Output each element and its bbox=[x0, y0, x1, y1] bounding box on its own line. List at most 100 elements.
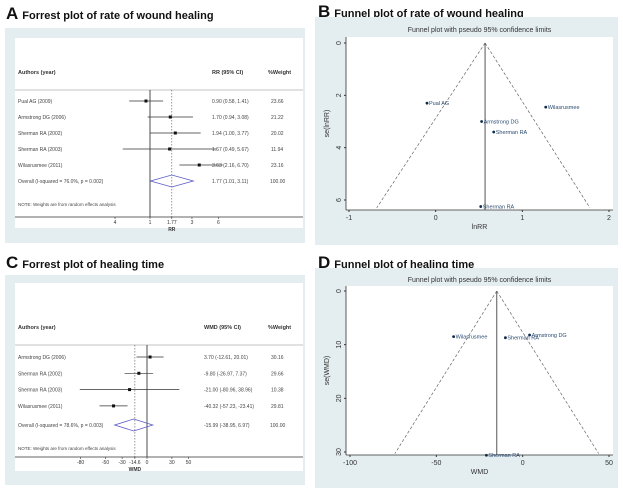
heading-text: Forrest plot of healing time bbox=[22, 259, 165, 271]
panel-c-heading: C Forrest plot of healing time bbox=[6, 253, 165, 272]
x-tick-label: 0 bbox=[146, 460, 149, 466]
point-label: Sherman RA bbox=[488, 453, 520, 459]
point-estimate bbox=[173, 131, 177, 135]
x-tick-label: -80 bbox=[77, 460, 84, 466]
x-tick-label: 1.77 bbox=[167, 220, 177, 226]
weight-value: 11.94 bbox=[271, 147, 283, 153]
study-label: Wilasrusmee (2011) bbox=[18, 163, 63, 169]
overall-label: Overall (I-squared = 76.0%, p = 0.002) bbox=[18, 179, 104, 185]
point-label: Sherman RA bbox=[496, 130, 528, 136]
overall-weight-value: 100.00 bbox=[270, 179, 286, 185]
study-point bbox=[544, 105, 548, 109]
ci-value: 0.90 (0.58, 1.41) bbox=[212, 99, 249, 105]
study-label: Armstrong DG (2006) bbox=[18, 355, 66, 361]
x-tick-label: -50 bbox=[431, 460, 441, 467]
panel-a-heading: A Forrest plot of rate of wound healing bbox=[6, 4, 214, 23]
study-label: Sherman RA (2002) bbox=[18, 371, 63, 377]
x-tick-label: 0 bbox=[434, 215, 438, 222]
study-label: Sherman RA (2003) bbox=[18, 388, 63, 394]
x-tick-label: 4 bbox=[114, 220, 117, 226]
ci-value: -21.00 (-80.96, 38.96) bbox=[204, 388, 253, 394]
column-header-effect: WMD (95% CI) bbox=[204, 325, 241, 331]
y-tick-label: 2 bbox=[336, 93, 343, 97]
point-estimate bbox=[168, 147, 172, 151]
x-tick-label: 0 bbox=[521, 460, 525, 467]
point-estimate bbox=[112, 404, 116, 408]
study-label: Sherman RA (2003) bbox=[18, 147, 63, 153]
x-tick-label: 50 bbox=[605, 460, 613, 467]
x-tick-label: 3 bbox=[191, 220, 194, 226]
x-tick-label: 2 bbox=[607, 215, 611, 222]
study-label: Armstrong DG (2006) bbox=[18, 115, 66, 121]
ci-value: 3.63 (2.16, 6.70) bbox=[212, 163, 249, 169]
ci-value: 3.70 (-12.61, 20.01) bbox=[204, 355, 248, 361]
x-tick-label: -30 bbox=[118, 460, 125, 466]
note: NOTE: Weights are from random effects an… bbox=[18, 202, 116, 207]
ci-value: -40.32 (-57.23, -23.41) bbox=[204, 404, 254, 410]
study-point bbox=[480, 120, 483, 123]
point-estimate bbox=[137, 371, 141, 375]
y-axis-label: se(WMD) bbox=[324, 356, 331, 386]
x-axis-label: WMD bbox=[129, 467, 142, 473]
study-point bbox=[485, 453, 488, 457]
column-header-effect: RR (95% CI) bbox=[212, 70, 243, 76]
x-tick-label: -14.6 bbox=[129, 460, 141, 466]
study-point bbox=[504, 336, 507, 340]
point-label: Armstrong DG bbox=[532, 333, 567, 339]
funnel-upper-limit bbox=[484, 42, 591, 209]
study-point bbox=[492, 130, 496, 134]
note: NOTE: Weights are from random effects an… bbox=[18, 446, 116, 451]
ci-value: -9.80 (-26.97, 7.37) bbox=[204, 371, 247, 377]
column-header-study: Authors (year) bbox=[18, 325, 56, 331]
x-tick-label: -50 bbox=[102, 460, 109, 466]
plot-area bbox=[346, 37, 613, 210]
study-label: Wilasrusmee (2011) bbox=[18, 404, 63, 410]
x-axis-label: WMD bbox=[471, 469, 489, 476]
x-axis-label: lnRR bbox=[472, 224, 488, 231]
column-header-weight: %Weight bbox=[268, 70, 291, 76]
point-estimate bbox=[144, 99, 148, 103]
point-label: Pual AG bbox=[429, 101, 449, 107]
funnel-lower-limit bbox=[394, 290, 498, 454]
study-point bbox=[452, 335, 455, 339]
chart-title: Funnel plot with pseudo 95% confidence l… bbox=[408, 27, 552, 34]
chart-title: Funnel plot with pseudo 95% confidence l… bbox=[408, 277, 552, 284]
heading-text: Forrest plot of rate of wound healing bbox=[22, 10, 214, 22]
funnel-upper-limit bbox=[496, 290, 599, 454]
point-label: Sherman RA bbox=[507, 336, 539, 342]
y-axis-label: se(lnRR) bbox=[324, 110, 331, 138]
y-tick-label: 6 bbox=[336, 198, 343, 202]
y-tick-label: 4 bbox=[336, 146, 343, 150]
weight-value: 29.81 bbox=[271, 404, 284, 410]
overall-ci-value: -15.99 (-38.95, 6.97) bbox=[204, 423, 250, 429]
weight-value: 29.66 bbox=[271, 371, 284, 377]
x-tick-label: 50 bbox=[186, 460, 192, 466]
overall-diamond bbox=[148, 174, 195, 188]
point-label: Armstrong DG bbox=[484, 120, 519, 126]
study-label: Sherman RA (2002) bbox=[18, 131, 63, 137]
overall-label: Overall (I-squared = 78.6%, p = 0.003) bbox=[18, 423, 104, 429]
x-tick-label: 30 bbox=[169, 460, 175, 466]
weight-value: 30.16 bbox=[271, 355, 284, 361]
point-estimate bbox=[168, 115, 172, 119]
funnel-lower-limit bbox=[376, 42, 486, 209]
x-tick-label: 6 bbox=[217, 220, 220, 226]
weight-value: 21.22 bbox=[271, 115, 284, 121]
study-point bbox=[425, 101, 429, 105]
study-point bbox=[479, 205, 483, 208]
point-label: Sherman RA bbox=[483, 205, 515, 211]
point-estimate bbox=[197, 163, 201, 167]
x-tick-label: 1 bbox=[520, 215, 524, 222]
study-label: Pual AG (2009) bbox=[18, 99, 53, 105]
ci-value: 1.67 (0.49, 5.67) bbox=[212, 147, 249, 153]
weight-value: 23.16 bbox=[271, 163, 284, 169]
overall-ci-value: 1.77 (1.01, 3.11) bbox=[212, 179, 249, 185]
weight-value: 23.66 bbox=[271, 99, 284, 105]
weight-value: 10.38 bbox=[271, 388, 284, 394]
column-header-study: Authors (year) bbox=[18, 70, 56, 76]
plot-area bbox=[15, 283, 303, 471]
plot-area bbox=[346, 286, 613, 455]
overall-diamond bbox=[113, 418, 155, 432]
point-estimate bbox=[128, 388, 132, 392]
